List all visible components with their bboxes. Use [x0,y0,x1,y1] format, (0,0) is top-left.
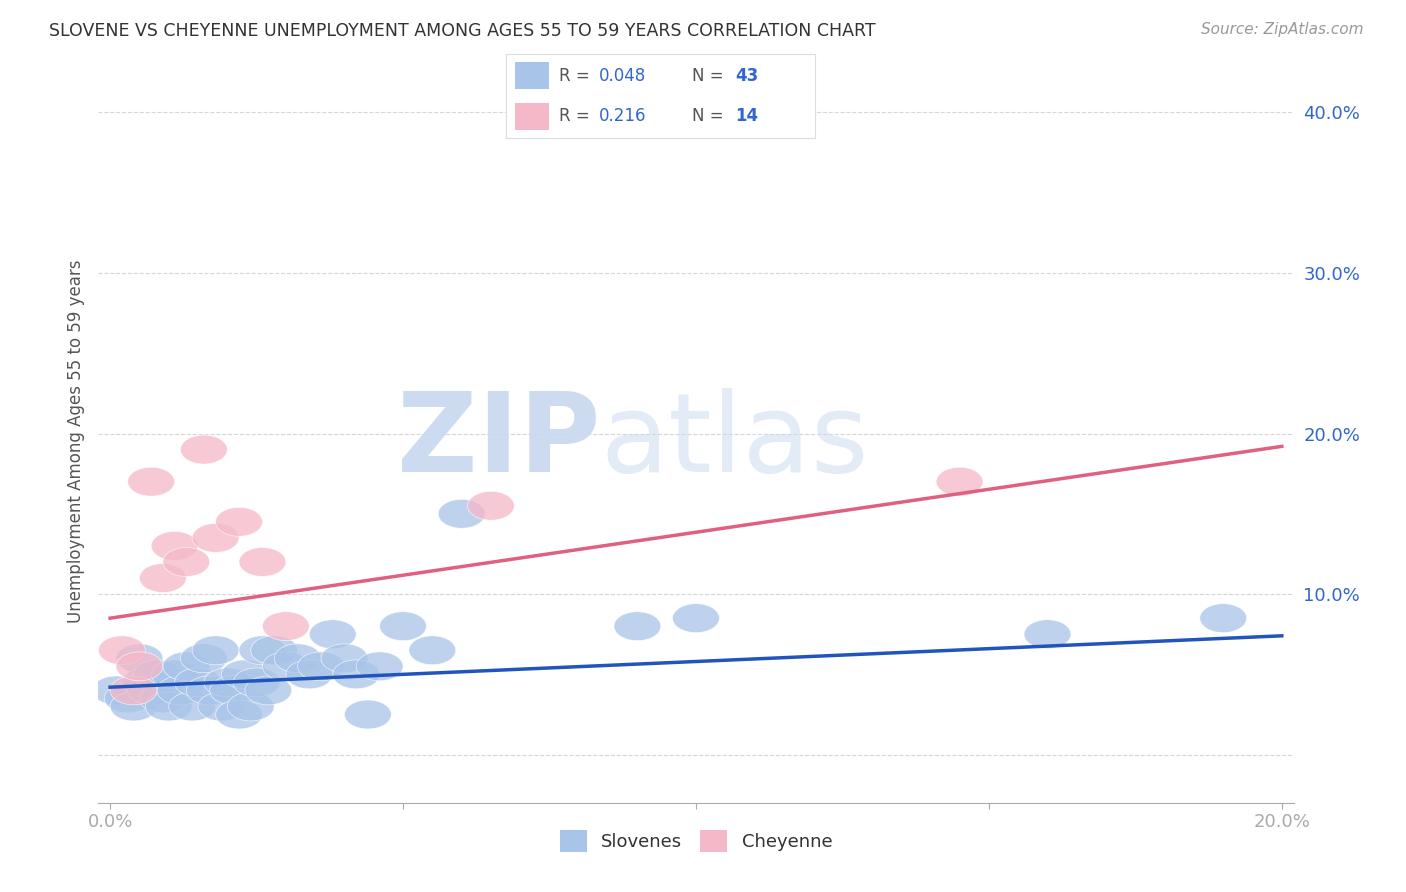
Text: atlas: atlas [600,388,869,495]
FancyBboxPatch shape [516,103,550,130]
Ellipse shape [333,660,380,689]
Text: N =: N = [692,107,728,125]
Ellipse shape [285,660,333,689]
Ellipse shape [115,652,163,681]
Ellipse shape [263,652,309,681]
Ellipse shape [233,668,280,697]
Ellipse shape [198,692,245,721]
Ellipse shape [193,524,239,552]
Ellipse shape [134,660,180,689]
Ellipse shape [110,676,157,705]
Text: ZIP: ZIP [396,388,600,495]
Ellipse shape [104,684,152,713]
Ellipse shape [157,676,204,705]
Ellipse shape [672,604,720,632]
Ellipse shape [180,435,228,464]
Text: 0.048: 0.048 [599,67,647,85]
Ellipse shape [139,564,186,592]
Ellipse shape [239,636,285,665]
Ellipse shape [186,676,233,705]
Ellipse shape [321,644,368,673]
Ellipse shape [215,700,263,729]
Text: 43: 43 [735,67,758,85]
Ellipse shape [356,652,404,681]
Ellipse shape [221,660,269,689]
Ellipse shape [193,636,239,665]
Text: 0.216: 0.216 [599,107,647,125]
Ellipse shape [274,644,321,673]
Ellipse shape [152,532,198,560]
Ellipse shape [128,467,174,496]
Ellipse shape [93,676,139,705]
Ellipse shape [468,491,515,520]
Ellipse shape [1024,620,1071,648]
Text: N =: N = [692,67,728,85]
Ellipse shape [163,548,209,576]
FancyBboxPatch shape [516,62,550,89]
Ellipse shape [152,660,198,689]
Ellipse shape [1199,604,1247,632]
Ellipse shape [180,644,228,673]
Ellipse shape [98,636,145,665]
Ellipse shape [163,652,209,681]
Ellipse shape [439,500,485,528]
Ellipse shape [115,644,163,673]
Ellipse shape [128,676,174,705]
Ellipse shape [228,692,274,721]
Text: R =: R = [558,67,595,85]
Ellipse shape [309,620,356,648]
Y-axis label: Unemployment Among Ages 55 to 59 years: Unemployment Among Ages 55 to 59 years [66,260,84,624]
Ellipse shape [239,548,285,576]
Ellipse shape [936,467,983,496]
Ellipse shape [298,652,344,681]
Ellipse shape [614,612,661,640]
Legend: Slovenes, Cheyenne: Slovenes, Cheyenne [553,822,839,859]
Ellipse shape [215,508,263,536]
Ellipse shape [263,612,309,640]
Ellipse shape [344,700,391,729]
Ellipse shape [145,692,193,721]
Ellipse shape [174,668,222,697]
Ellipse shape [209,676,257,705]
Ellipse shape [122,668,169,697]
Ellipse shape [380,612,426,640]
Ellipse shape [139,684,186,713]
Text: Source: ZipAtlas.com: Source: ZipAtlas.com [1201,22,1364,37]
Text: R =: R = [558,107,595,125]
Ellipse shape [245,676,292,705]
Text: 14: 14 [735,107,758,125]
Ellipse shape [250,636,298,665]
Ellipse shape [204,668,250,697]
Ellipse shape [169,692,215,721]
Ellipse shape [110,692,157,721]
Text: SLOVENE VS CHEYENNE UNEMPLOYMENT AMONG AGES 55 TO 59 YEARS CORRELATION CHART: SLOVENE VS CHEYENNE UNEMPLOYMENT AMONG A… [49,22,876,40]
Ellipse shape [409,636,456,665]
